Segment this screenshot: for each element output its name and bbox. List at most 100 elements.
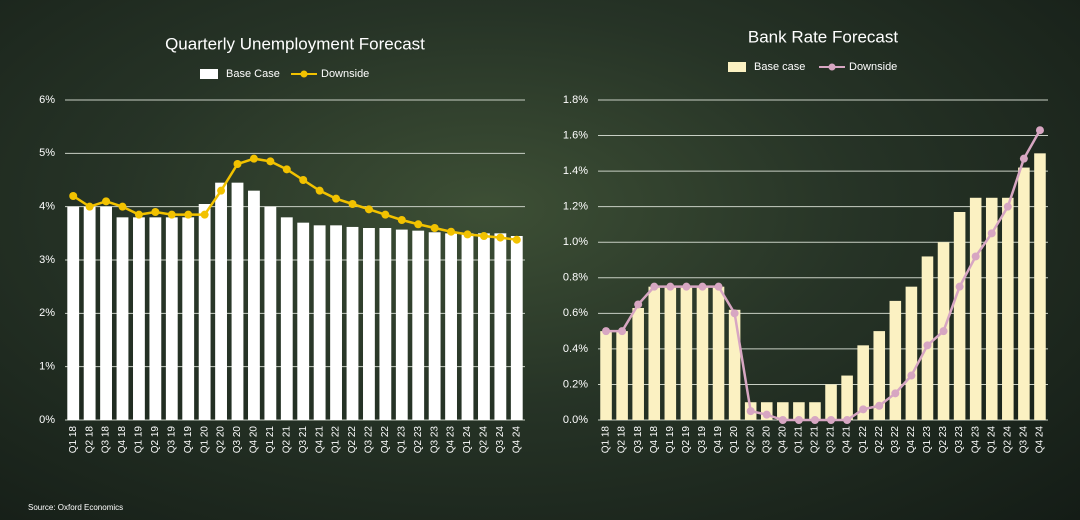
line-marker: [430, 224, 439, 232]
line-marker: [249, 154, 258, 163]
line-marker: [602, 327, 611, 336]
bar: [133, 217, 145, 420]
bar: [363, 228, 375, 420]
bar: [165, 217, 178, 420]
bar: [313, 225, 326, 420]
x-tick-label: Q4 23: [446, 426, 457, 454]
x-tick-label: Q2 20: [216, 426, 227, 454]
y-tick-label: 1%: [39, 361, 55, 373]
x-tick-label: Q2 24: [1002, 426, 1013, 454]
x-tick-label: Q2 19: [150, 426, 161, 454]
chart-title: Bank Rate Forecast: [748, 27, 899, 46]
line-marker: [397, 216, 406, 224]
x-tick-label: Q4 21: [314, 426, 325, 454]
x-tick-label: Q3 22: [364, 426, 375, 454]
line-marker: [332, 194, 341, 203]
line-marker: [463, 230, 472, 239]
legend-marker: [300, 70, 308, 78]
bar: [728, 309, 741, 420]
x-tick-label: Q4 23: [970, 426, 981, 454]
line-marker: [134, 210, 143, 219]
line-marker: [810, 416, 819, 424]
line-marker: [907, 371, 916, 380]
x-tick-label: Q3 19: [166, 426, 177, 454]
x-tick-label: Q4 18: [649, 426, 660, 454]
bar: [248, 190, 260, 420]
x-tick-label: Q4 18: [117, 426, 128, 454]
line-marker: [315, 186, 324, 195]
line-marker: [939, 327, 948, 336]
x-tick-label: Q1 23: [396, 426, 407, 454]
x-tick-label: Q3 21: [826, 426, 837, 454]
y-tick-label: 0.6%: [563, 307, 588, 319]
legend-label: Base Case: [226, 68, 280, 80]
bar: [478, 233, 490, 420]
x-tick-label: Q4 20: [249, 426, 260, 454]
bar: [632, 308, 644, 420]
line-marker: [827, 416, 836, 424]
x-tick-label: Q2 18: [84, 426, 95, 454]
x-tick-label: Q3 22: [890, 426, 901, 454]
bar: [494, 233, 507, 420]
y-tick-label: 1.8%: [563, 94, 588, 106]
line-marker: [200, 210, 209, 219]
bar: [330, 225, 342, 420]
line-marker: [184, 210, 193, 219]
x-tick-label: Q2 22: [347, 426, 358, 454]
bar: [116, 217, 129, 420]
bar: [280, 217, 293, 420]
y-tick-label: 4%: [39, 201, 55, 213]
y-tick-label: 0%: [39, 414, 55, 426]
line-marker: [348, 200, 357, 208]
line-marker: [666, 282, 675, 291]
bar: [346, 226, 359, 420]
y-tick-label: 0.4%: [563, 343, 588, 355]
line-marker: [512, 235, 521, 244]
x-tick-label: Q4 21: [842, 426, 853, 454]
bar: [149, 217, 162, 420]
legend-label: Base case: [754, 61, 805, 73]
bar: [198, 204, 211, 420]
bar: [616, 331, 628, 420]
x-tick-label: Q3 23: [429, 426, 440, 454]
bar: [1034, 153, 1046, 421]
bar: [395, 229, 408, 420]
y-tick-label: 1.6%: [563, 129, 588, 141]
bar: [412, 230, 425, 420]
line-marker: [1035, 126, 1044, 135]
bar: [953, 212, 966, 420]
bar: [825, 384, 837, 420]
bar: [680, 286, 693, 420]
line: [606, 129, 1042, 422]
line-marker: [217, 186, 226, 195]
line-marker: [233, 160, 242, 168]
bar: [461, 233, 474, 420]
line-marker: [698, 282, 707, 291]
line-marker: [102, 197, 111, 206]
y-tick-label: 1.2%: [563, 201, 588, 213]
x-tick-label: Q3 18: [101, 426, 112, 454]
bar: [696, 286, 709, 420]
line-marker: [414, 220, 423, 229]
line-marker: [1019, 154, 1028, 163]
bar: [921, 256, 934, 420]
line-marker: [381, 210, 390, 219]
bar: [985, 197, 998, 420]
x-tick-label: Q4 22: [380, 426, 391, 454]
line-marker: [714, 282, 723, 291]
line-marker: [682, 282, 691, 291]
bar: [664, 286, 677, 420]
line-marker: [778, 416, 787, 424]
bar: [231, 182, 244, 420]
line-marker: [118, 202, 127, 211]
y-tick-label: 5%: [39, 147, 55, 159]
line-marker: [650, 282, 659, 291]
line-marker: [730, 309, 739, 318]
y-tick-label: 0.8%: [563, 272, 588, 284]
y-tick-label: 1.0%: [563, 236, 588, 248]
bar: [600, 331, 612, 420]
bar: [777, 402, 789, 420]
y-tick-label: 2%: [39, 307, 55, 319]
